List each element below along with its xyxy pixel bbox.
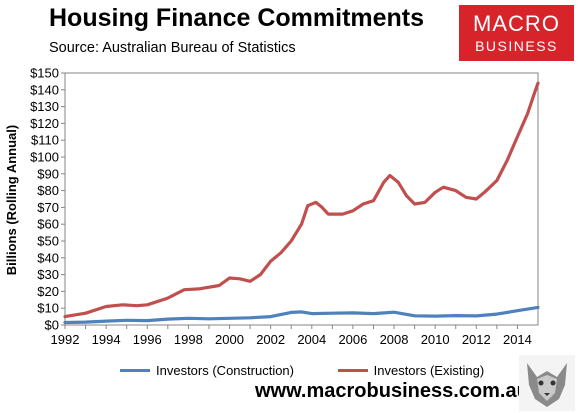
legend-swatch-existing (337, 369, 368, 373)
legend-item-existing: Investors (Existing) (337, 363, 485, 378)
wolf-logo-icon (519, 355, 575, 411)
y-tick-label: $120 (30, 116, 59, 131)
y-tick-label: $60 (37, 217, 59, 232)
y-tick-label: $110 (31, 133, 59, 148)
chart-title: Housing Finance Commitments (49, 4, 425, 32)
y-tick-label: $90 (37, 166, 59, 181)
y-tick-label: $30 (37, 267, 59, 282)
x-tick-label: 1992 (51, 332, 80, 347)
x-tick-label: 1998 (174, 332, 203, 347)
y-tick-label: $80 (37, 183, 59, 198)
x-tick-label: 1996 (133, 332, 162, 347)
macrobusiness-logo: MACRO BUSINESS (459, 5, 574, 61)
y-tick-label: $100 (30, 150, 59, 165)
x-tick-label: 2006 (338, 332, 367, 347)
x-tick-label: 2002 (256, 332, 285, 347)
chart-legend: Investors (Construction) Investors (Exis… (120, 363, 524, 378)
y-tick-label: $130 (30, 99, 59, 114)
chart-source: Source: Australian Bureau of Statistics (49, 40, 296, 56)
y-tick-label: $140 (30, 82, 59, 97)
y-tick-label: $70 (37, 200, 59, 215)
series-line-construction (63, 305, 540, 325)
legend-label-construction: Investors (Construction) (156, 363, 294, 378)
website-url: www.macrobusiness.com.au (255, 380, 529, 402)
y-tick-label: $0 (45, 318, 59, 333)
x-tick-label: 2010 (421, 332, 450, 347)
x-tick-label: 2004 (297, 332, 326, 347)
y-axis-label: Billions (Rolling Annual) (4, 125, 19, 275)
y-tick-label: $20 (37, 284, 59, 299)
y-tick-label: $40 (37, 250, 59, 265)
legend-swatch-construction (120, 369, 150, 373)
series-line-existing (63, 81, 540, 319)
logo-line-macro: MACRO (473, 11, 560, 36)
legend-item-construction: Investors (Construction) (120, 363, 294, 378)
x-tick-label: 2012 (462, 332, 491, 347)
legend-label-existing: Investors (Existing) (373, 363, 485, 378)
y-tick-label: $150 (30, 66, 59, 81)
plot-area-frame (64, 72, 539, 326)
y-tick-label: $50 (37, 234, 59, 249)
x-tick-label: 2014 (503, 332, 532, 347)
y-tick-label: $10 (37, 301, 59, 316)
x-tick-label: 1994 (92, 332, 121, 347)
logo-line-business: BUSINESS (475, 38, 558, 54)
x-tick-label: 2000 (215, 332, 244, 347)
x-tick-label: 2008 (380, 332, 409, 347)
